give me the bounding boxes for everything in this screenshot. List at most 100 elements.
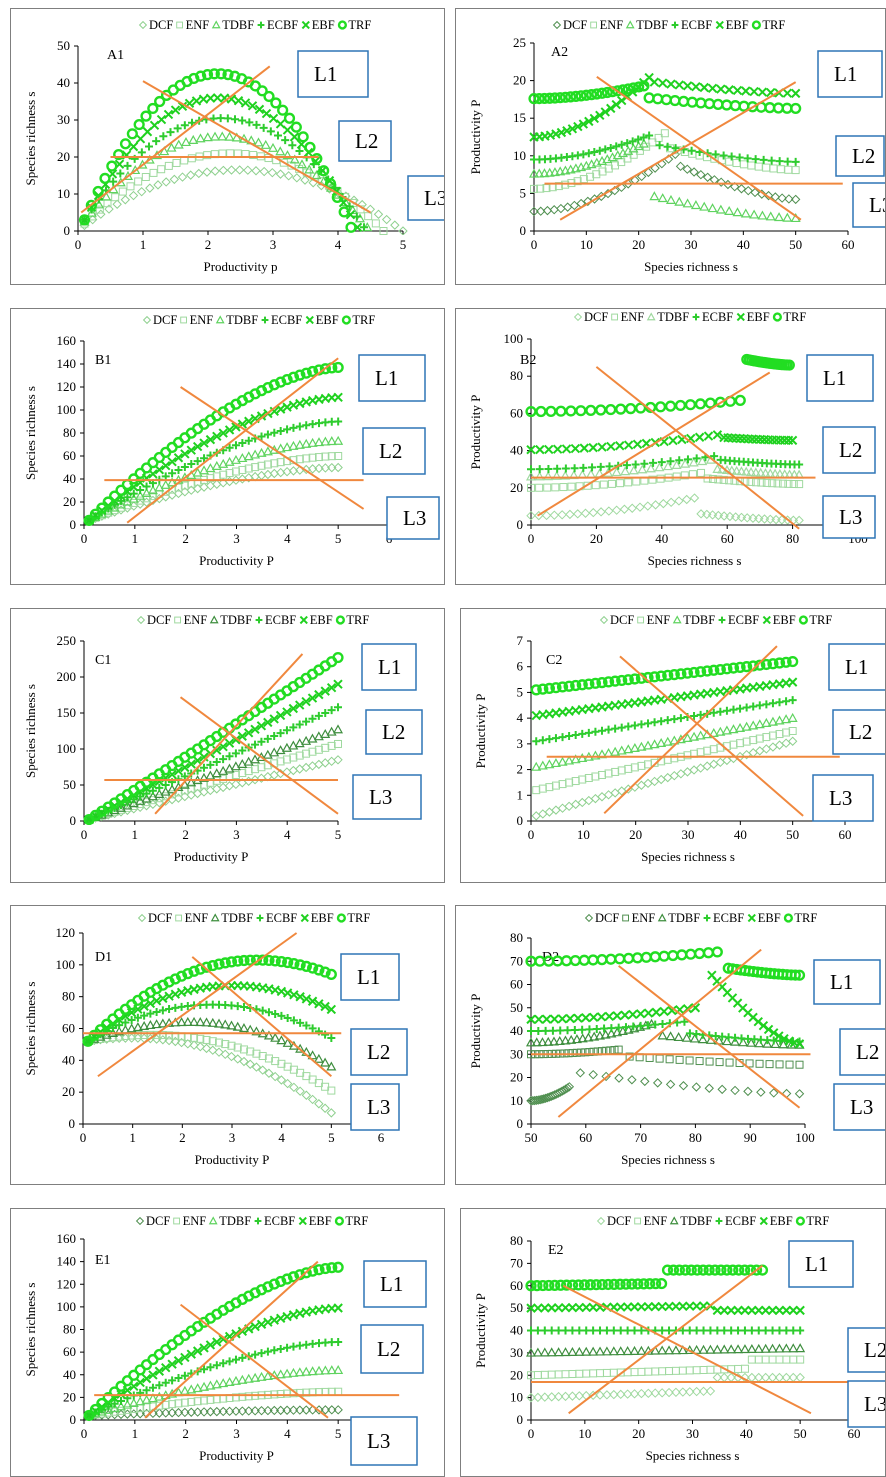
data-point [233, 95, 244, 106]
data-point [549, 1279, 561, 1291]
legend-marker-enf [176, 21, 183, 29]
data-point [746, 477, 755, 486]
data-point [307, 437, 318, 447]
data-point [754, 659, 766, 671]
data-point [657, 1388, 667, 1398]
data-point [78, 214, 91, 226]
data-point [682, 494, 692, 505]
data-point [676, 714, 685, 723]
data-point [656, 474, 665, 483]
data-point [192, 1383, 203, 1393]
data-point [206, 760, 215, 769]
data-point [283, 171, 294, 181]
legend-label-dcf: DCF [607, 1214, 631, 1228]
y-tick-label: 120 [57, 1276, 77, 1291]
data-point [556, 1026, 565, 1035]
data-point [747, 1305, 757, 1316]
label-l3: L3 [869, 193, 886, 217]
data-point [565, 91, 577, 103]
x-tick-label: 40 [740, 1426, 753, 1441]
label-box-l2 [362, 427, 426, 475]
legend-marker-ebf [762, 615, 771, 625]
data-point [174, 466, 183, 475]
y-tick-label: 20 [63, 1389, 76, 1404]
data-point [732, 85, 743, 96]
legend-marker-trf [772, 312, 783, 322]
data-point [648, 671, 661, 683]
data-point [710, 452, 719, 461]
data-point [525, 1347, 537, 1357]
data-point [742, 737, 751, 746]
data-point [682, 198, 693, 208]
data-point [788, 1343, 799, 1353]
data-point [657, 78, 668, 88]
data-point [588, 1069, 598, 1080]
label-box-l3 [386, 496, 440, 540]
y-tick-label: 15 [513, 110, 526, 125]
data-point [313, 1264, 325, 1276]
data-point [634, 135, 643, 144]
data-point [574, 1391, 585, 1401]
data-point [793, 969, 806, 981]
data-point [591, 727, 600, 736]
data-point [581, 1013, 591, 1023]
y-tick-label: 160 [57, 333, 77, 348]
data-point [525, 471, 537, 481]
data-point [129, 795, 138, 804]
reference-line-3 [179, 1303, 329, 1419]
reference-line-3 [618, 965, 801, 1109]
data-point [128, 190, 139, 201]
data-point [165, 1031, 174, 1040]
data-point [670, 1345, 681, 1355]
data-point [563, 680, 575, 692]
data-point [251, 463, 260, 472]
data-point [226, 1020, 237, 1030]
data-point [784, 1036, 794, 1046]
data-point [311, 170, 322, 180]
legend-marker-tdbf [215, 315, 225, 324]
data-point [120, 195, 131, 205]
legend-marker-trf [341, 315, 352, 325]
y-tick-label: 4 [517, 710, 524, 725]
data-point [707, 510, 718, 520]
data-point [567, 1391, 578, 1401]
data-point [282, 150, 293, 160]
data-point [662, 669, 674, 681]
data-point [206, 1363, 215, 1372]
data-point [199, 763, 208, 772]
data-point [233, 1043, 242, 1052]
x-tick-label: 0 [528, 1426, 535, 1441]
label-box-l3 [833, 1083, 885, 1131]
data-point [782, 1326, 791, 1335]
data-point [623, 440, 634, 450]
legend-marker-enf [634, 1217, 641, 1225]
data-point [614, 1045, 623, 1054]
data-point [308, 453, 317, 462]
data-point [656, 737, 667, 747]
data-point [334, 739, 342, 748]
data-point [628, 1009, 638, 1020]
data-point [669, 735, 680, 745]
data-point [136, 186, 147, 197]
reference-line-1 [557, 948, 762, 1118]
data-point [539, 1094, 549, 1104]
data-point [742, 703, 751, 712]
data-point [537, 1094, 547, 1104]
data-point [765, 1060, 774, 1069]
legend-marker-dcf [137, 913, 147, 923]
data-point [256, 1319, 267, 1330]
y-tick-label: 40 [57, 75, 70, 90]
label-box-l2 [338, 120, 392, 162]
x-tick-label: 0 [81, 1426, 88, 1441]
data-point [320, 463, 331, 473]
data-point [784, 194, 794, 204]
data-point [261, 108, 272, 119]
y-tick-label: 140 [57, 1254, 77, 1269]
data-point [142, 1403, 151, 1412]
data-point [221, 1040, 230, 1049]
y-tick-label: 20 [63, 494, 76, 509]
x-tick-label: 80 [786, 531, 799, 546]
data-point [635, 502, 645, 512]
data-point [584, 728, 593, 737]
data-point [211, 768, 222, 778]
